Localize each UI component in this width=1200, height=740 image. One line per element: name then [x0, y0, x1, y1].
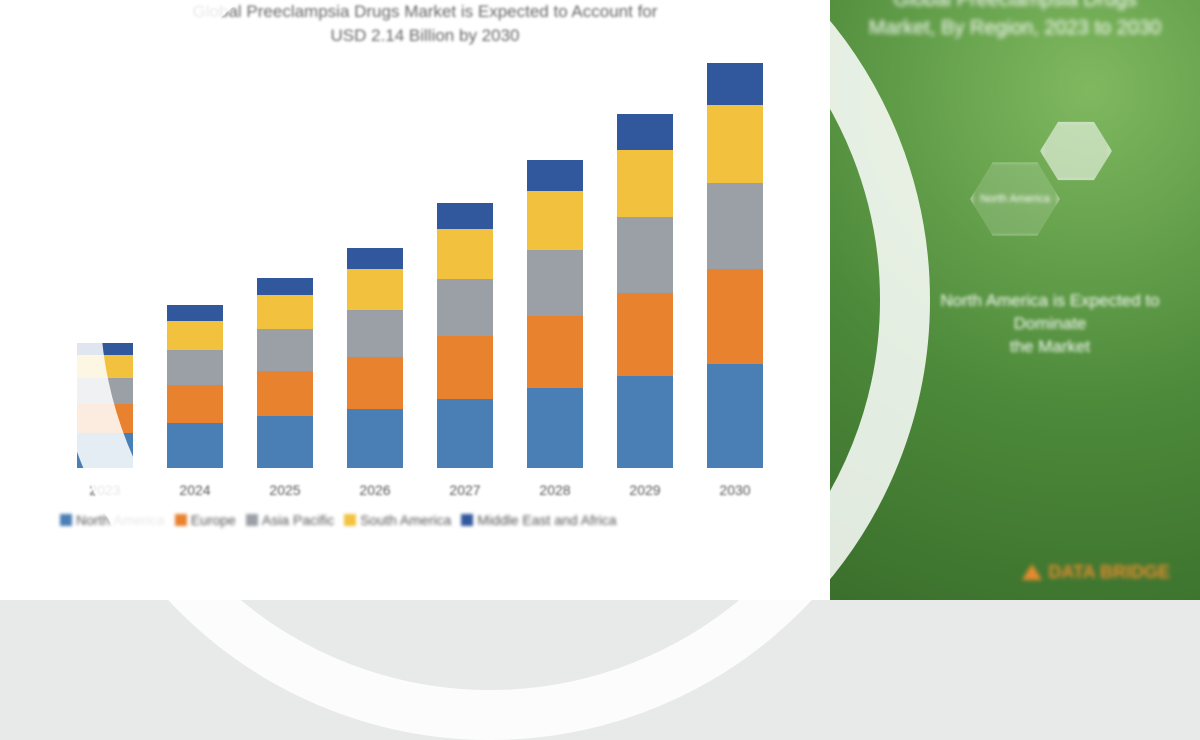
side-title-line2: Market, By Region, 2023 to 2030: [869, 17, 1161, 39]
brand-text: DATA BRIDGE: [1048, 562, 1170, 583]
side-caption-line2: the Market: [1010, 337, 1090, 356]
brand-logo: DATA BRIDGE: [1022, 558, 1170, 586]
hex-icon: North America: [970, 120, 1140, 260]
brand-triangle-icon: [1022, 564, 1042, 580]
legend-swatch: [60, 514, 72, 526]
hex-secondary: [1040, 120, 1112, 182]
side-title-line1: Global Preeclampsia Drugs: [893, 0, 1136, 11]
side-caption-line1: North America is Expected to Dominate: [940, 291, 1159, 333]
side-caption: North America is Expected to Dominate th…: [920, 290, 1180, 359]
side-arc: [50, 0, 930, 740]
side-panel: Global Preeclampsia Drugs Market, By Reg…: [830, 0, 1200, 600]
side-title: Global Preeclampsia Drugs Market, By Reg…: [830, 0, 1200, 42]
hex-north-america: North America: [970, 160, 1060, 238]
